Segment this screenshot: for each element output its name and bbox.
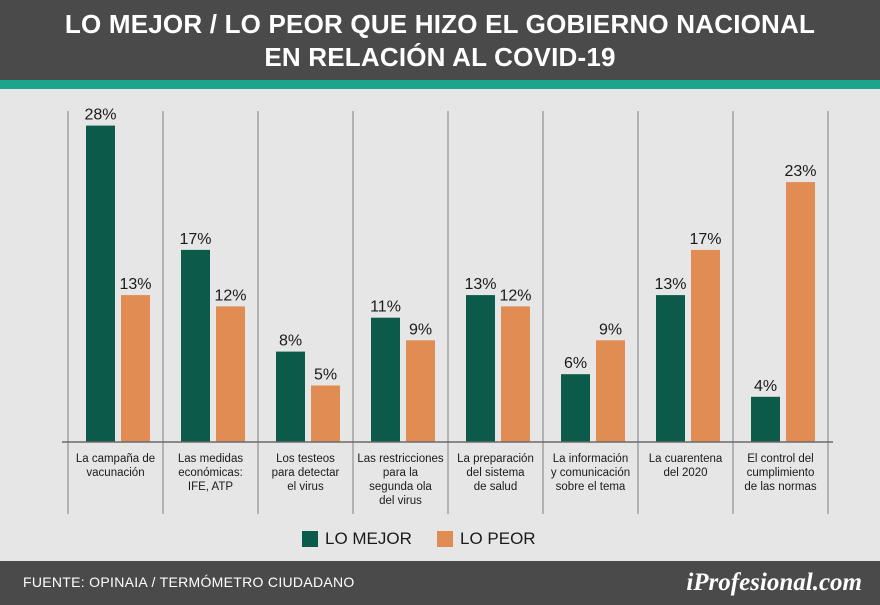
bar-lo-mejor: [86, 125, 115, 442]
data-label: 9%: [599, 321, 622, 338]
legend-label-lo-mejor: LO MEJOR: [325, 529, 412, 548]
category-label: de salud: [474, 481, 517, 493]
category-label: El control del: [747, 453, 813, 465]
data-label: 13%: [654, 276, 686, 293]
bar-lo-mejor: [466, 295, 495, 442]
data-label: 28%: [84, 107, 116, 124]
chart-title-line-1: LO MEJOR / LO PEOR QUE HIZO EL GOBIERNO …: [64, 9, 816, 39]
bar-lo-mejor: [656, 295, 685, 442]
bar-lo-mejor: [276, 351, 305, 442]
chart-area: 28% 17% 8% 11% 13% 6% 13% 4% 13% 12% 5% 9% 12% 9% 17% 2…: [0, 89, 880, 561]
footer-bar: FUENTE: OPINAIA / TERMÓMETRO CIUDADANO i…: [0, 561, 880, 605]
category-label: del sistema: [466, 467, 525, 479]
category-label: La campaña de: [76, 453, 155, 465]
legend-item-lo-peor: LO PEOR: [437, 529, 536, 549]
data-label: 23%: [784, 163, 816, 180]
category-label: Las medidas: [178, 453, 243, 465]
bar-lo-peor: [501, 306, 530, 442]
bar-lo-peor: [596, 340, 625, 442]
data-label: 12%: [499, 287, 531, 304]
bar-lo-peor: [121, 295, 150, 442]
category-label: La información: [553, 453, 628, 465]
data-label: 6%: [564, 355, 587, 372]
data-label: 13%: [119, 276, 151, 293]
category-label: La cuarentena: [649, 453, 723, 465]
bar-lo-peor: [311, 385, 340, 442]
data-label: 13%: [464, 276, 496, 293]
bar-lo-mejor: [561, 374, 590, 442]
legend-label-lo-peor: LO PEOR: [460, 529, 536, 548]
category-label: segunda ola: [369, 481, 432, 493]
category-label: el virus: [287, 481, 324, 493]
category-label: La preparación: [457, 453, 534, 465]
source-note: FUENTE: OPINAIA / TERMÓMETRO CIUDADANO: [23, 574, 355, 590]
header-bar: LO MEJOR / LO PEOR QUE HIZO EL GOBIERNO …: [0, 0, 880, 80]
bar-lo-peor: [786, 182, 815, 442]
bar-lo-mejor: [181, 249, 210, 442]
category-label: para la: [383, 467, 419, 479]
data-label: 17%: [689, 231, 721, 248]
bar-lo-mejor: [751, 396, 780, 442]
bar-lo-peor: [406, 340, 435, 442]
legend-swatch-lo-mejor: [302, 531, 318, 547]
category-label: de las normas: [744, 481, 816, 493]
bar-lo-peor: [216, 306, 245, 442]
data-label: 8%: [279, 333, 302, 350]
legend: LO MEJOR LO PEOR: [0, 525, 880, 555]
legend-swatch-lo-peor: [437, 531, 453, 547]
bar-chart: 28%17%8%11%13%6%13%4%13%12%5%9%12%9%17%2…: [62, 107, 833, 514]
data-label: 17%: [179, 231, 211, 248]
legend-item-lo-mejor: LO MEJOR: [302, 529, 412, 549]
data-label: 12%: [214, 287, 246, 304]
category-label: del virus: [379, 495, 422, 507]
category-label: para detectar: [272, 467, 340, 479]
category-label: cumplimiento: [747, 467, 815, 479]
bar-lo-peor: [691, 249, 720, 442]
category-label: IFE, ATP: [188, 481, 233, 493]
data-label: 5%: [314, 367, 337, 384]
category-label: vacunación: [86, 467, 144, 479]
category-label: y comunicación: [551, 467, 630, 479]
category-label: económicas:: [178, 467, 243, 479]
accent-stripe: [0, 80, 880, 89]
data-label: 11%: [370, 299, 401, 316]
chart-title-line-2: EN RELACIÓN AL COVID-19: [264, 42, 616, 72]
bar-lo-mejor: [371, 317, 400, 442]
data-label: 4%: [754, 378, 777, 395]
category-label: Los testeos: [276, 453, 335, 465]
category-label: sobre el tema: [556, 481, 626, 493]
data-label: 9%: [409, 321, 432, 338]
category-label: Las restricciones: [357, 453, 444, 465]
brand-logo: iProfesional.com: [686, 569, 862, 596]
category-label: del 2020: [663, 467, 707, 479]
